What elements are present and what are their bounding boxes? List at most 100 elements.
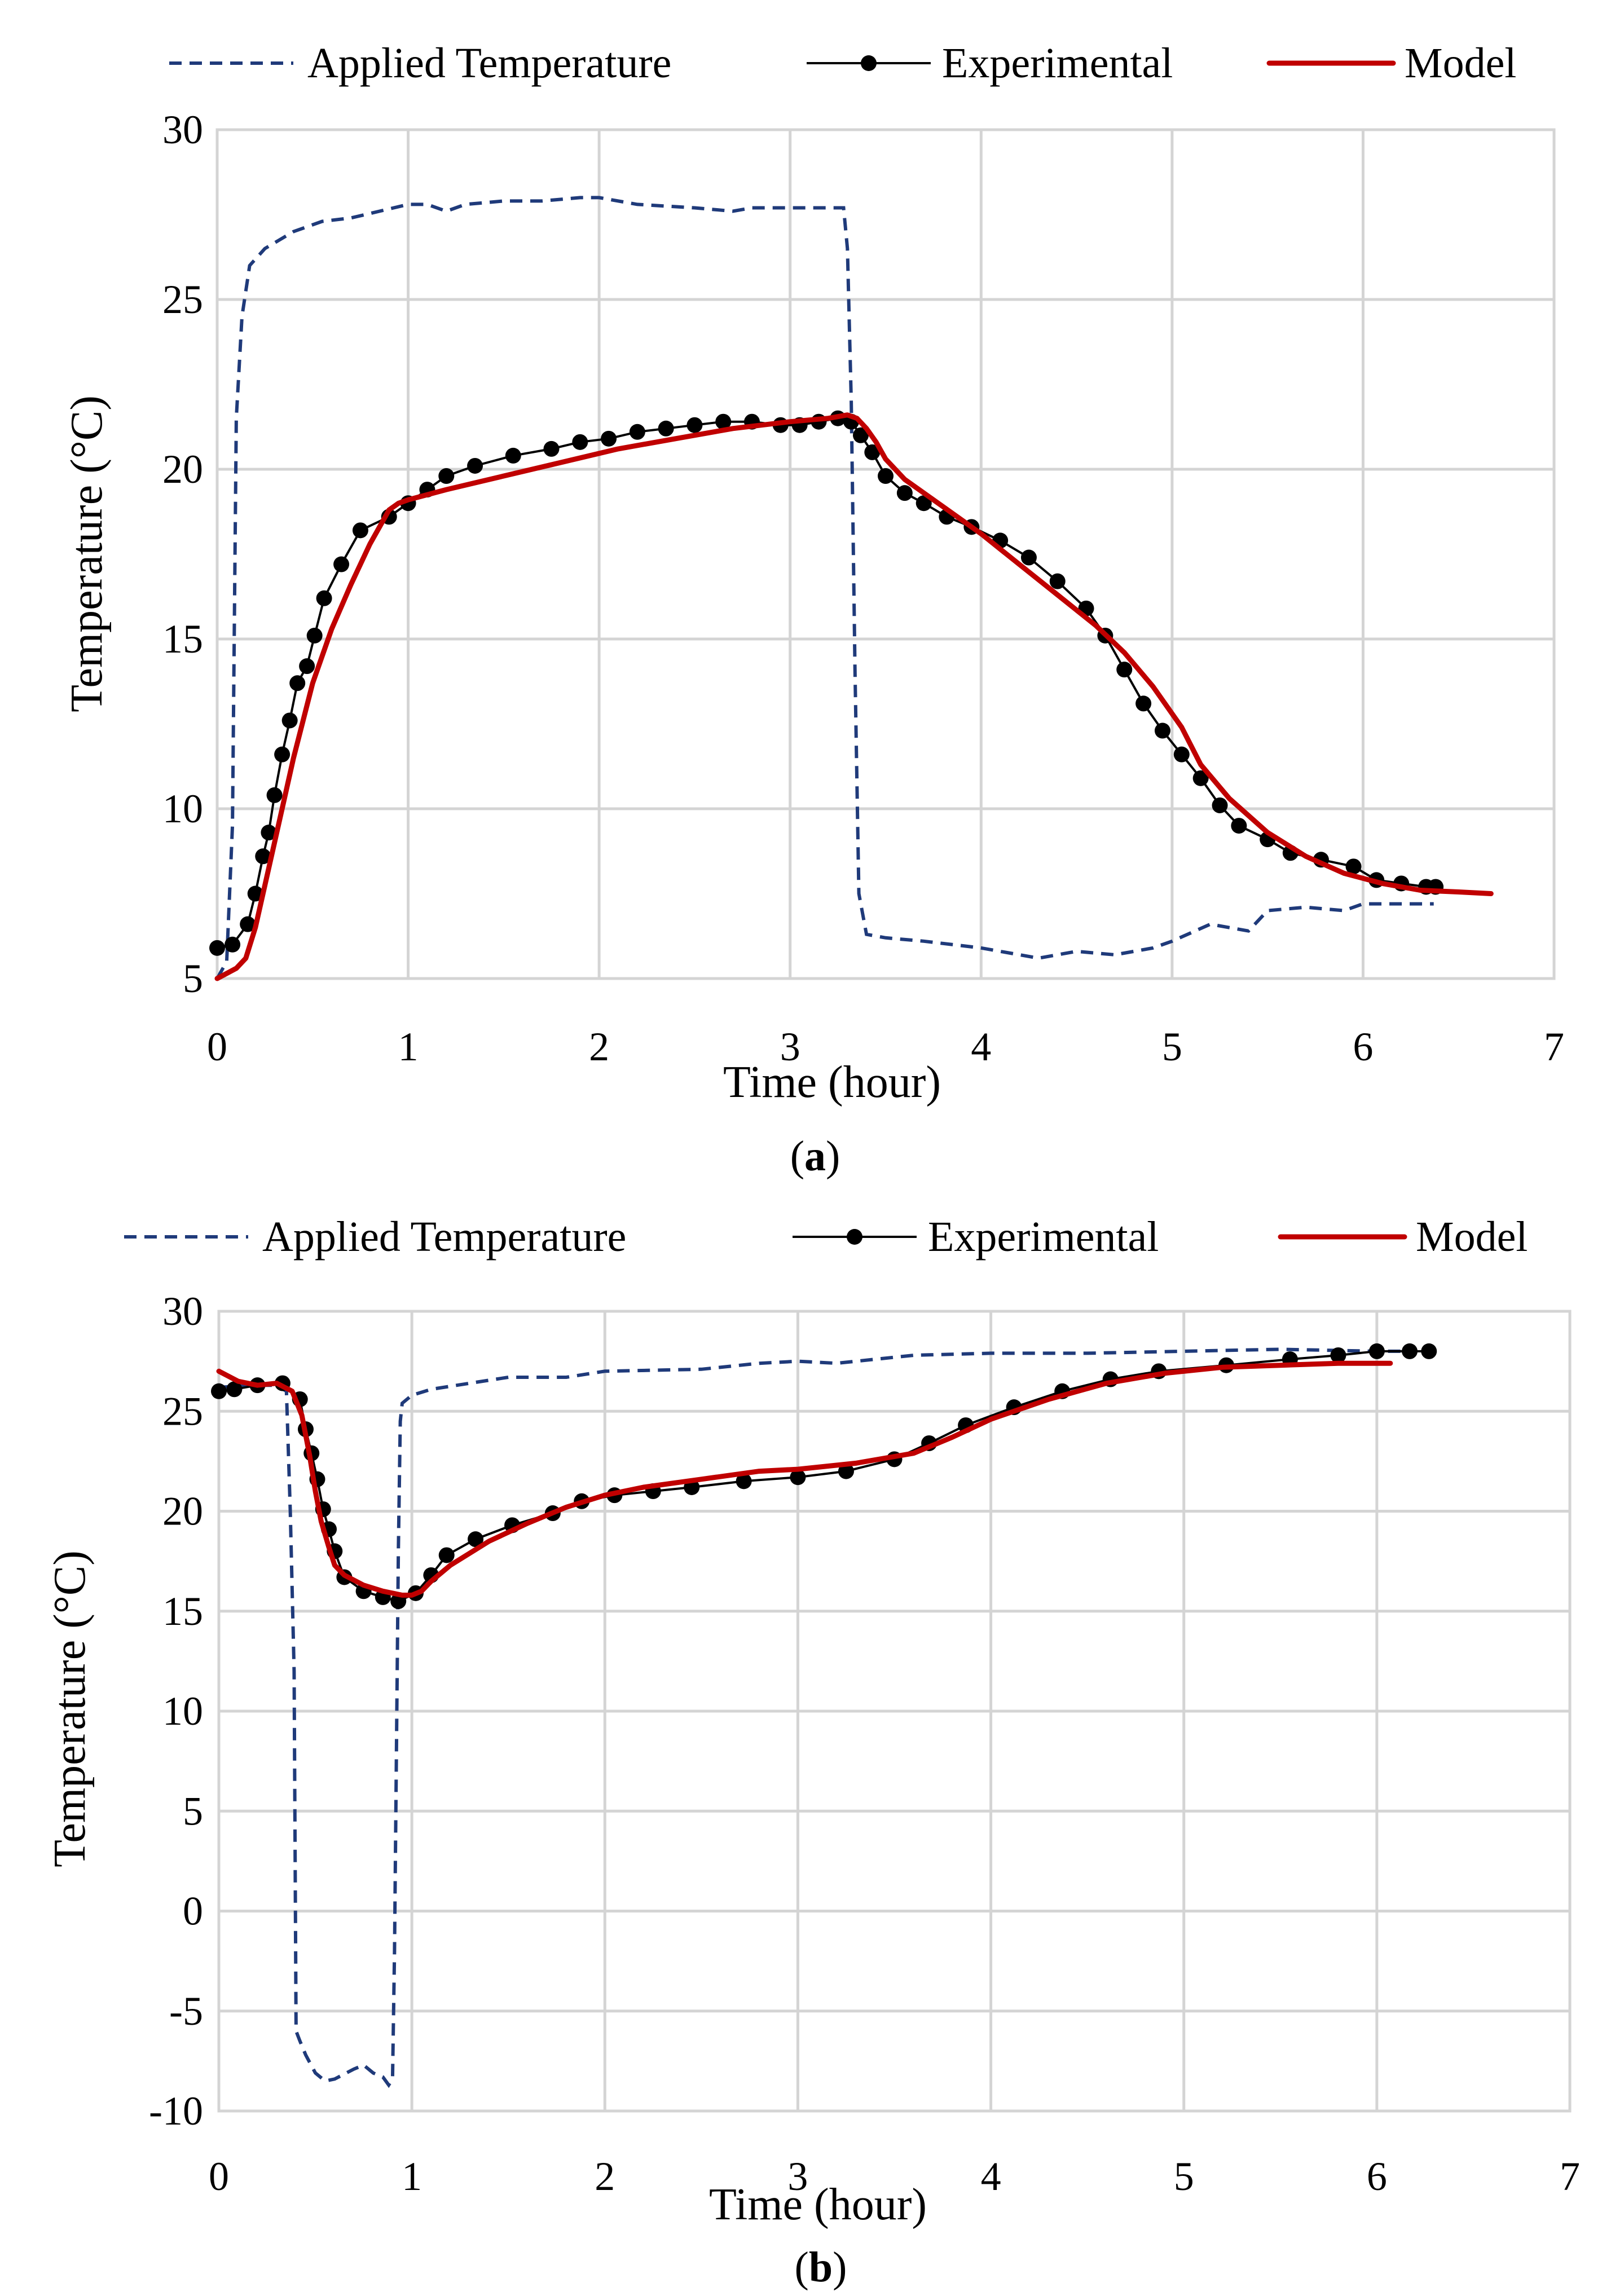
experimental-point [601,430,617,447]
panel-a-x-axis-title: Time (hour) [723,1057,941,1107]
experimental-point [274,746,291,763]
experimental-point [1192,770,1209,786]
panel-a-series [209,196,1494,981]
experimental-point [225,936,241,953]
legend-experimental-marker [861,55,877,71]
panel-a-caption: (a) [790,1132,840,1180]
y-tick-label: 25 [162,1389,203,1434]
panel-a-caption-letter: a [804,1132,826,1180]
experimental-point [543,440,560,457]
x-tick-label: 5 [1162,1024,1182,1069]
experimental-point [852,427,869,443]
panel-b-series [211,1343,1437,2088]
experimental-point [467,457,483,474]
series-line-model [214,412,1494,981]
experimental-point [1116,662,1133,678]
experimental-point [572,434,588,450]
panel-b-caption: (b) [795,2244,847,2291]
panel-a-plot-area [215,128,1556,980]
legend-model-label: Model [1405,39,1516,87]
panel-a-y-axis-title: Temperature (°C) [62,395,112,712]
panel-b-caption-letter: b [809,2244,833,2291]
experimental-point [1020,549,1037,566]
experimental-point [686,417,703,433]
panel-b-gridlines [217,1310,1572,2113]
experimental-point [838,1463,854,1479]
legend-b-model-label: Model [1416,1213,1528,1261]
experimental-point [261,825,277,841]
experimental-point [1402,1343,1418,1359]
experimental-point [226,1381,243,1398]
experimental-point [1049,573,1066,589]
y-tick-label: 20 [162,1489,203,1534]
y-tick-label: -5 [169,1989,203,2034]
experimental-point [896,485,913,501]
x-tick-label: 6 [1353,1024,1373,1069]
experimental-point [878,468,894,484]
x-tick-label: 4 [981,2154,1001,2199]
experimental-point [629,424,645,440]
legend-experimental-label: Experimental [942,39,1173,87]
x-tick-label: 0 [209,2154,229,2199]
experimental-point [1154,722,1170,739]
y-tick-label: 15 [162,616,203,662]
experimental-point [289,675,306,691]
x-tick-label: 0 [207,1024,227,1069]
experimental-point [438,1547,455,1563]
experimental-point [240,916,256,932]
x-tick-label: 7 [1560,2154,1580,2199]
experimental-point [209,940,225,956]
experimental-point [736,1473,752,1489]
experimental-point [281,712,298,729]
experimental-point [247,885,263,902]
experimental-point [658,420,674,437]
x-tick-label: 4 [971,1024,991,1069]
legend-b-applied-label: Applied Temperature [262,1213,626,1261]
x-tick-label: 1 [398,1024,419,1069]
experimental-point [438,468,455,484]
y-tick-label: -10 [149,2088,203,2134]
experimental-point [916,495,932,512]
panel-a-y-tick-labels: 5 10 15 20 25 30 [162,107,203,1001]
legend-applied-label: Applied Temperature [307,39,671,87]
x-tick-label: 5 [1174,2154,1194,2199]
experimental-point [1231,818,1247,834]
experimental-point [715,413,732,430]
x-tick-label: 3 [780,1024,800,1069]
panel-a-x-tick-labels: 0 1 2 3 4 5 6 7 [207,1024,1564,1069]
series-line-applied-temperature [218,1347,1416,2088]
panel-b-x-tick-labels: 0 1 2 3 4 5 6 7 [209,2154,1580,2199]
experimental-point [1330,1347,1346,1363]
panel-b-y-axis-title: Temperature (°C) [45,1550,95,1867]
y-tick-label: 25 [162,277,203,322]
y-tick-label: 0 [183,1889,203,1934]
experimental-point [316,590,332,606]
experimental-point [864,444,881,460]
series-line-applied-temperature [215,196,1434,980]
y-tick-label: 20 [162,447,203,492]
series-line-experimental [217,417,1436,949]
x-tick-label: 3 [787,2154,808,2199]
panel-b-chart: Applied Temperature Experimental Model -… [45,1213,1580,2291]
experimental-point [1136,695,1152,712]
panel-a-chart: Applied Temperature Experimental Model 5… [62,39,1564,1180]
y-tick-label: 30 [162,1289,203,1334]
experimental-point [255,848,271,865]
panel-b-y-tick-labels: -10 -5 0 5 10 15 20 25 30 [149,1289,203,2134]
experimental-point [468,1531,484,1548]
x-tick-label: 2 [595,2154,615,2199]
panel-a-gridlines [215,128,1556,980]
experimental-point [211,1383,227,1399]
experimental-point [1173,746,1190,763]
x-tick-label: 2 [589,1024,609,1069]
y-tick-label: 30 [162,107,203,152]
x-tick-label: 6 [1367,2154,1387,2199]
y-tick-label: 10 [162,1689,203,1734]
series-line-model [216,1360,1393,1598]
experimental-point [505,447,521,464]
experimental-point [790,1469,806,1486]
experimental-point [1421,1343,1437,1359]
panel-b-legend: Applied Temperature Experimental Model [124,1213,1528,1261]
experimental-point [352,522,368,539]
